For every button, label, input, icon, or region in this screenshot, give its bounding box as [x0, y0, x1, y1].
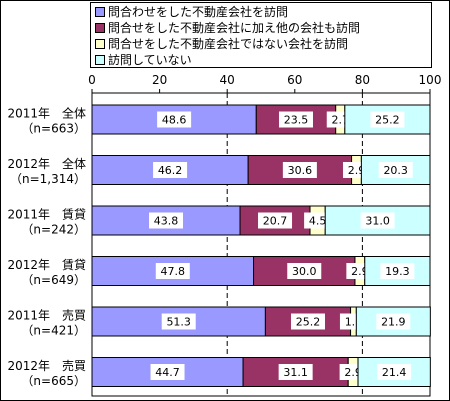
data-label-bg: [157, 111, 192, 128]
data-label-bg: [258, 212, 293, 229]
category-label: 2012年 全体: [7, 156, 86, 171]
data-label-bg: [153, 162, 188, 178]
data-label: 31.1: [283, 366, 308, 379]
x-tick-label: 100: [419, 73, 442, 87]
category-label: 2011年 賃貸: [7, 207, 86, 222]
legend-swatch-not-visited: [95, 54, 105, 65]
data-label-bg: [290, 313, 325, 330]
data-label-bg: [377, 364, 412, 380]
data-label: 30.6: [288, 164, 313, 177]
data-label: 4.5: [309, 215, 327, 228]
data-label: 19.3: [385, 265, 410, 278]
data-label: 30.0: [292, 265, 317, 278]
category-sample-size: （n=1,314）: [10, 172, 86, 186]
legend-item-visited-inquired: 問合わせをした不動産会社を訪問: [91, 4, 431, 19]
data-label: 20.3: [383, 164, 408, 177]
category-label: 2012年 売買: [7, 358, 86, 373]
category-label: 2011年 売買: [7, 308, 86, 323]
data-label-bg: [376, 313, 411, 330]
legend-swatch-visited-others-too: [95, 22, 105, 33]
legend-label-visited-others-too: 問合せをした不動産会社に加え他の会社も訪問: [108, 21, 361, 35]
data-label-bg: [282, 162, 317, 178]
plot-area: [91, 92, 431, 397]
x-tick-label: 20: [152, 73, 167, 87]
data-label: 31.0: [365, 215, 390, 228]
category-sample-size: （n=242）: [21, 223, 86, 237]
data-label-bg: [370, 111, 405, 128]
legend-label-visited-different: 問合せをした不動産会社ではない会社を訪問: [108, 37, 349, 51]
category-label: 2011年 全体: [7, 106, 86, 121]
data-label: 44.7: [155, 366, 180, 379]
x-tick-label: 0: [88, 73, 96, 87]
data-label-bg: [378, 162, 413, 178]
data-label: 23.5: [284, 114, 309, 127]
data-label: 20.7: [263, 215, 288, 228]
category-label: 2012年 賃貸: [7, 257, 86, 272]
data-label: 21.9: [381, 316, 406, 329]
category-sample-size: （n=663）: [21, 122, 86, 136]
x-tick-label: 40: [220, 73, 235, 87]
data-label-bg: [278, 111, 313, 128]
data-label: 51.3: [166, 316, 191, 329]
data-label-bg: [149, 212, 184, 229]
data-label-bg: [150, 364, 185, 380]
data-label-bg: [287, 263, 322, 279]
data-label: 25.2: [375, 114, 400, 127]
data-label-bg: [360, 212, 395, 229]
data-label-bg: [161, 313, 196, 330]
legend-item-not-visited: 訪問していない: [91, 52, 431, 67]
legend-item-visited-others-too: 問合せをした不動産会社に加え他の会社も訪問: [91, 20, 431, 35]
category-sample-size: （n=649）: [21, 273, 86, 287]
legend-item-visited-different: 問合せをした不動産会社ではない会社を訪問: [91, 36, 431, 51]
legend-label-visited-inquired: 問合わせをした不動産会社を訪問: [108, 5, 289, 19]
data-label: 43.8: [154, 215, 179, 228]
data-label: 25.2: [296, 316, 321, 329]
data-label: 47.8: [161, 265, 186, 278]
category-sample-size: （n=421）: [21, 324, 86, 338]
legend-swatch-visited-different: [95, 38, 105, 49]
data-label: 46.2: [158, 164, 183, 177]
x-tick-label: 60: [287, 73, 302, 87]
data-label-bg: [304, 212, 332, 229]
data-label: 2.9: [351, 265, 369, 278]
data-label-bg: [155, 263, 190, 279]
data-label-bg: [278, 364, 313, 380]
legend-swatch-visited-inquired: [95, 6, 105, 17]
data-label: 2.9: [344, 366, 362, 379]
data-label: 2.9: [348, 164, 366, 177]
legend-label-not-visited: 訪問していない: [108, 53, 192, 67]
data-label-bg: [380, 263, 415, 279]
category-sample-size: （n=665）: [21, 374, 86, 388]
data-label: 48.6: [162, 114, 187, 127]
legend: 問合わせをした不動産会社を訪問 問合せをした不動産会社に加え他の会社も訪問 問合…: [90, 2, 432, 68]
data-label: 21.4: [382, 366, 407, 379]
x-tick-label: 80: [355, 73, 370, 87]
